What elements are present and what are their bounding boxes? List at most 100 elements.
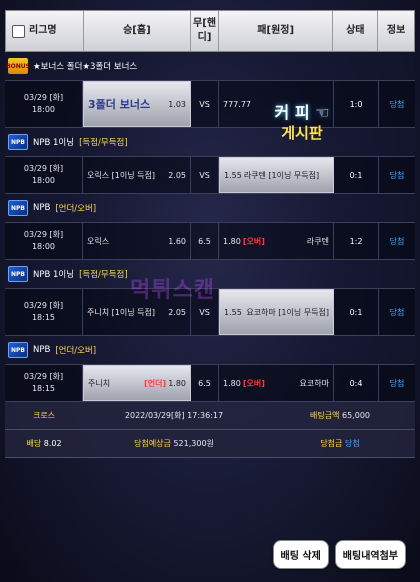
away-pick[interactable]: 777.77 [219, 81, 334, 127]
match-score: 0:4 [334, 365, 379, 401]
match-datetime: 03/29 [화] 18:00 [5, 157, 83, 193]
match-time: 18:15 [31, 384, 56, 393]
header-league-label: 리그명 [29, 25, 57, 36]
away-odds: 1.80 [223, 236, 241, 246]
match-datetime: 03/29 [화] 18:15 [5, 365, 83, 401]
select-all-checkbox[interactable] [12, 24, 25, 38]
home-odds: 1.80 [168, 378, 186, 388]
match-datetime: 03/29 [화] 18:15 [5, 289, 83, 335]
home-pick[interactable]: 오릭스 [1이닝 득점] 2.05 [83, 157, 191, 193]
away-team: 라쿠텐 [1이닝 무득점] [243, 170, 320, 180]
home-pick[interactable]: 주니치 [1이닝 득점] 2.05 [83, 289, 191, 335]
match-score: 1:2 [334, 223, 379, 259]
npb-flag-icon: NPB [8, 200, 28, 216]
home-team: 오릭스 [87, 236, 110, 246]
handicap-cell: 6.5 [191, 365, 219, 401]
match-date: 03/29 [화] [23, 230, 64, 239]
home-pick[interactable]: 오릭스 1.60 [83, 223, 191, 259]
away-pick[interactable]: 1.55 라쿠텐 [1이닝 무득점] [219, 157, 334, 193]
league-market: [득점/무득점] [79, 270, 128, 280]
npb-flag-icon: NPB [8, 342, 28, 358]
away-team: 라쿠텐 [306, 236, 329, 246]
delete-bet-button[interactable]: 배팅 삭제 [272, 540, 329, 569]
expected-label: 당첨예상금 [134, 439, 171, 448]
expected-value: 521,300원 [173, 439, 214, 448]
home-odds: 1.60 [168, 236, 186, 246]
league-name: NPB 1이닝 [33, 138, 75, 148]
board-title: 게시판 [281, 124, 323, 142]
watermark: 먹튀스캔 [130, 278, 215, 303]
result-status: 당첨 [389, 236, 405, 246]
league-row: NPB NPB [언더/오버] [5, 336, 415, 364]
away-pick[interactable]: 1.80 [오버] 라쿠텐 [219, 223, 334, 259]
home-odds: 1.03 [168, 99, 186, 109]
away-pick[interactable]: 1.55 요코하마 [1이닝 무득점] [219, 289, 334, 335]
odds-label: 배당 [26, 439, 42, 448]
away-odds: 1.80 [223, 378, 241, 388]
header-home: 승[홈] [84, 11, 192, 51]
league-name: ★보너스 폴더★3폴더 보너스 [33, 62, 138, 72]
attach-bet-history-button[interactable]: 배팅내역첨부 [334, 540, 406, 569]
away-pick[interactable]: 1.80 [오버] 요코하마 [219, 365, 334, 401]
result-status: 당첨 [389, 170, 405, 180]
match-date: 03/29 [화] [23, 164, 64, 173]
header-info: 정보 [386, 25, 406, 36]
match-datetime: 03/29 [화] 18:00 [5, 223, 83, 259]
bet-slip: 리그명 승[홈] 무[핸디] 패[원정] 상태 정보 BONUS ★보너스 폴더… [5, 10, 415, 458]
over-marker: [오버] [242, 378, 265, 388]
header-draw: 무[핸디] [191, 11, 219, 51]
npb-flag-icon: NPB [8, 266, 28, 282]
match-score: 0:1 [334, 157, 379, 193]
home-team: 오릭스 [1이닝 득점] [87, 170, 155, 180]
home-odds: 2.05 [168, 307, 186, 317]
bet-row: 03/29 [화] 18:15 주니치 [1이닝 득점] 2.05 VS 1.5… [5, 288, 415, 336]
win-amount: 당첨금 당첨 [265, 438, 415, 449]
league-name: NPB 1이닝 [33, 270, 75, 280]
match-time: 18:00 [31, 176, 56, 185]
handicap-cell: 6.5 [191, 223, 219, 259]
summary-row-2: 배당 8.02 당첨예상금 521,300원 당첨금 당첨 [5, 430, 415, 458]
league-row: BONUS ★보너스 폴더★3폴더 보너스 [5, 52, 415, 80]
match-date: 03/29 [화] [23, 372, 64, 381]
league-name: NPB [33, 203, 51, 213]
league-row: NPB NPB 1이닝 [득점/무득점] [5, 260, 415, 288]
home-odds: 2.05 [168, 170, 186, 180]
odds-value: 8.02 [43, 439, 62, 448]
match-time: 18:00 [31, 105, 56, 114]
action-buttons: 배팅 삭제 배팅내역첨부 [272, 540, 406, 569]
match-datetime: 03/29 [화] 18:00 [5, 81, 83, 127]
away-team: 777.77 [223, 99, 251, 109]
home-pick[interactable]: 주니치 [언더] 1.80 [83, 365, 191, 401]
match-date: 03/29 [화] [23, 93, 64, 102]
draw-cell: VS [191, 289, 219, 335]
result-status: 당첨 [389, 378, 405, 388]
table-header: 리그명 승[홈] 무[핸디] 패[원정] 상태 정보 [5, 10, 415, 52]
away-odds: 1.55 [224, 307, 242, 317]
win-label: 당첨금 [320, 439, 343, 448]
header-away: 패[원정] [219, 11, 334, 51]
expected-win: 당첨예상금 521,300원 [83, 438, 265, 449]
coffee-title: 커 피 ☜ [274, 103, 330, 122]
over-marker: [오버] [242, 236, 265, 246]
league-row: NPB NPB 1이닝 [득점/무득점] [5, 128, 415, 156]
under-marker: [언더] [144, 378, 167, 388]
result-status: 당첨 [389, 99, 405, 109]
draw-cell: VS [191, 81, 219, 127]
league-market: [언더/오버] [55, 204, 97, 214]
npb-flag-icon: NPB [8, 134, 28, 150]
league-market: [언더/오버] [55, 346, 97, 356]
header-league: 리그명 [6, 11, 84, 51]
result-status: 당첨 [389, 307, 405, 317]
home-team: 주니치 [88, 378, 111, 388]
win-value: 당첨 [344, 439, 360, 448]
bet-row: 03/29 [화] 18:00 오릭스 1.60 6.5 1.80 [오버] 라… [5, 222, 415, 260]
match-time: 18:00 [31, 242, 56, 251]
bet-amount-value: 65,000 [342, 411, 370, 420]
match-score: 1:0 [334, 81, 379, 127]
away-team: 요코하마 [299, 378, 329, 388]
bet-timestamp: 2022/03/29[화] 17:36:17 [124, 411, 224, 420]
league-row: NPB NPB [언더/오버] [5, 194, 415, 222]
home-pick[interactable]: 3폴더 보너스 1.03 [83, 81, 191, 127]
league-market: [득점/무득점] [79, 138, 128, 148]
bet-amount-label: 배팅금액 [310, 411, 340, 420]
